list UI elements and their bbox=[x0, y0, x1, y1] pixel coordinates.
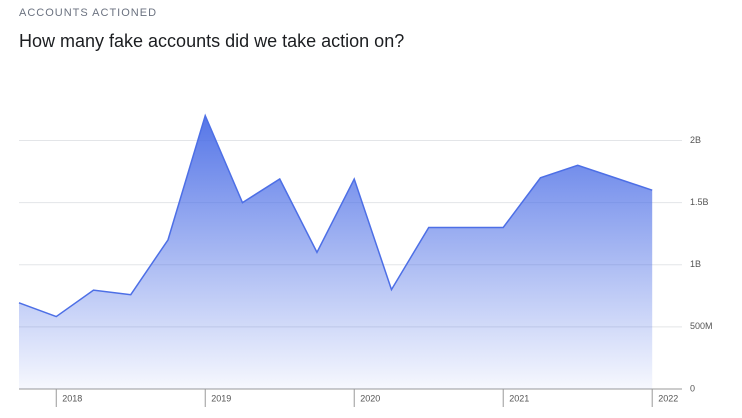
x-tick-label: 2021 bbox=[509, 393, 529, 403]
chart-title: How many fake accounts did we take actio… bbox=[19, 31, 404, 51]
y-tick-label: 1B bbox=[690, 259, 701, 269]
area-line bbox=[18, 113, 653, 318]
area-fill bbox=[19, 115, 653, 389]
x-tick-label: 2019 bbox=[211, 393, 231, 403]
y-tick-label: 1.5B bbox=[690, 197, 709, 207]
y-tick-label: 2B bbox=[690, 135, 701, 145]
x-tick-label: 2022 bbox=[658, 393, 678, 403]
x-tick-label: 2018 bbox=[62, 393, 82, 403]
y-tick-label: 0 bbox=[690, 383, 695, 393]
x-tick-label: 2020 bbox=[360, 393, 380, 403]
kicker: ACCOUNTS ACTIONED bbox=[19, 7, 157, 19]
y-tick-label: 500M bbox=[690, 321, 713, 331]
